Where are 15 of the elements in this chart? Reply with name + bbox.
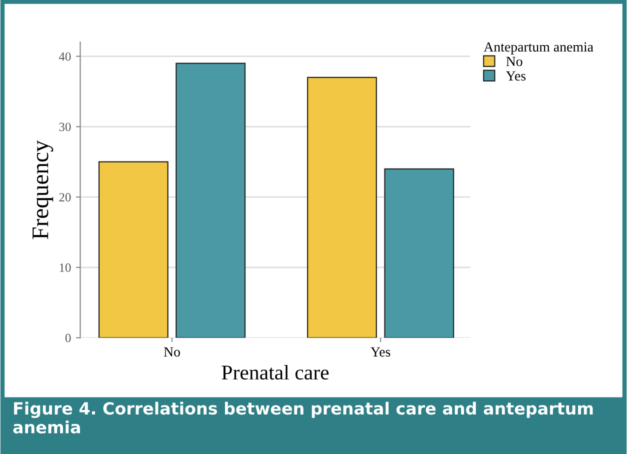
y-tick-label: 20 xyxy=(59,193,71,202)
y-tick-label: 40 xyxy=(58,52,71,61)
bar xyxy=(98,161,168,338)
y-tick-label: 10 xyxy=(60,263,71,272)
legend-label: No xyxy=(506,56,522,66)
y-tick-label: 30 xyxy=(59,122,71,132)
y-tick-label: 0 xyxy=(65,334,71,342)
bar xyxy=(307,76,377,338)
legend-title: Antepartum anemia xyxy=(484,42,594,54)
x-axis-title: Prenatal care xyxy=(222,364,329,380)
legend-label: Yes xyxy=(506,71,526,81)
caption: Figure 4. Correlations between prenatal care and antepartum anemia xyxy=(13,402,593,434)
bar xyxy=(176,62,246,338)
bar xyxy=(384,168,454,338)
y-axis-title: Frequency xyxy=(32,140,54,240)
